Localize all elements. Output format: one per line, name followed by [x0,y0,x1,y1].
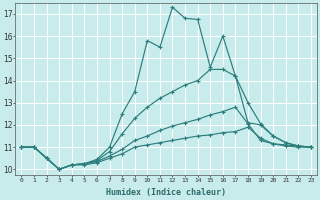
X-axis label: Humidex (Indice chaleur): Humidex (Indice chaleur) [106,188,226,197]
